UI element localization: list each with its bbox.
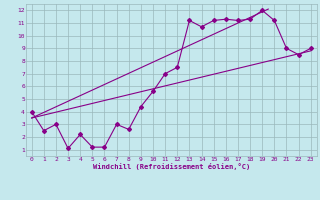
- X-axis label: Windchill (Refroidissement éolien,°C): Windchill (Refroidissement éolien,°C): [92, 163, 250, 170]
